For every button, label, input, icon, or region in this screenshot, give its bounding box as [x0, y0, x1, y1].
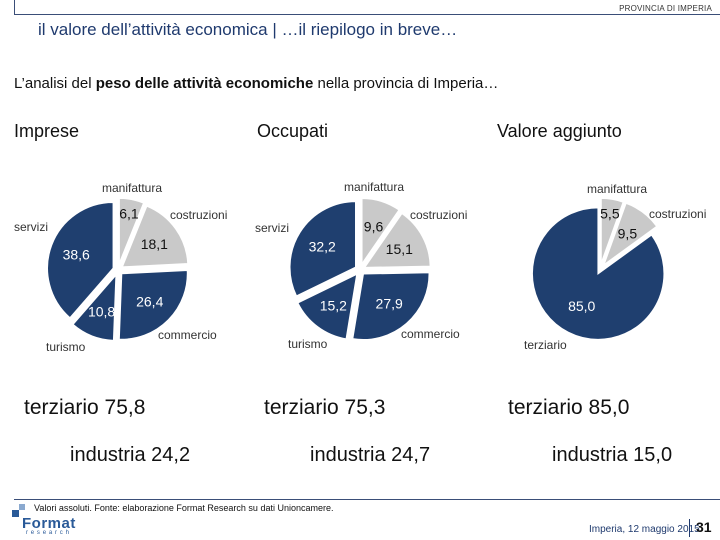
- page-separator: [689, 519, 690, 537]
- summary-industria-3: industria 15,0: [552, 444, 673, 466]
- summary-industria-2: industria 24,7: [310, 444, 431, 466]
- province-label: PROVINCIA DI IMPERIA: [619, 4, 712, 13]
- summary-industria-1: industria 24,2: [70, 444, 191, 466]
- cat-label-costruzioni-1: costruzioni: [170, 208, 228, 222]
- pie-slice-manifattura-2: [361, 197, 401, 267]
- page-number: 31: [696, 519, 712, 535]
- pie-value-label-manifattura-2: 9,6: [364, 218, 384, 234]
- pie-slice-turismo-1: [71, 272, 117, 342]
- pie-value-label-turismo-1: 10,8: [88, 303, 115, 319]
- cat-label-turismo-1: turismo: [46, 340, 86, 354]
- subtitle-before: L’analisi del: [14, 75, 96, 92]
- cat-label-terziario-3: terziario: [524, 338, 567, 352]
- pie-slice-costruzioni-3: [602, 202, 659, 268]
- header-vertical-rule: [14, 0, 15, 15]
- summary-terziario-1: terziario 75,8: [24, 396, 146, 419]
- footer-date: Imperia, 12 maggio 2015: [589, 524, 700, 535]
- pie-value-label-costruzioni-3: 9,5: [618, 226, 638, 242]
- subtitle: L’analisi del peso delle attività econom…: [14, 75, 498, 92]
- cat-label-manifattura-2: manifattura: [344, 180, 405, 194]
- footnote: Valori assoluti. Fonte: elaborazione For…: [34, 503, 334, 513]
- footer-rule: [14, 499, 720, 500]
- pie-slice-servizi-2: [289, 200, 357, 298]
- logo-subtitle: research: [26, 530, 72, 536]
- cat-label-commercio-2: commercio: [401, 327, 460, 341]
- pie-slice-costruzioni-2: [362, 212, 432, 269]
- chart-title-valore-aggiunto: Valore aggiunto: [497, 121, 622, 141]
- cat-label-servizi-2: servizi: [255, 221, 290, 235]
- summary-terziario-2: terziario 75,3: [264, 396, 386, 419]
- page-title: il valore dell’attività economica | …il …: [38, 20, 458, 39]
- pie-slice-servizi-1: [46, 201, 115, 320]
- pie-value-label-costruzioni-2: 15,1: [386, 241, 413, 257]
- pie-value-label-commercio-1: 26,4: [136, 293, 163, 309]
- logo-mark-icon: [12, 504, 25, 517]
- cat-label-costruzioni-2: costruzioni: [410, 208, 468, 222]
- logo: Format: [22, 515, 76, 532]
- pie-value-label-manifattura-1: 6,1: [119, 206, 139, 222]
- pie-value-label-costruzioni-1: 18,1: [141, 236, 168, 252]
- pie-slice-costruzioni-1: [120, 204, 189, 268]
- subtitle-after: nella provincia di Imperia…: [313, 75, 499, 92]
- cat-label-manifattura-3: manifattura: [587, 182, 648, 196]
- pie-slice-turismo-2: [296, 272, 358, 340]
- pie-slice-commercio-1: [118, 269, 189, 341]
- pie-slice-terziario-3: [531, 206, 665, 341]
- subtitle-bold: peso delle attività economiche: [95, 75, 314, 92]
- cat-label-turismo-2: turismo: [288, 337, 328, 351]
- pie-value-label-manifattura-3: 5,5: [600, 205, 620, 221]
- pie-value-label-servizi-2: 32,2: [309, 238, 336, 254]
- pie-value-label-commercio-2: 27,9: [376, 296, 403, 312]
- pie-value-label-terziario-3: 85,0: [568, 298, 595, 314]
- cat-label-manifattura-1: manifattura: [102, 181, 163, 195]
- chart-title-occupati: Occupati: [257, 121, 329, 141]
- pie-value-label-servizi-1: 38,6: [63, 246, 90, 262]
- cat-label-servizi-1: servizi: [14, 220, 49, 234]
- pie-slice-manifattura-1: [118, 197, 145, 265]
- summary-terziario-3: terziario 85,0: [508, 396, 630, 419]
- pie-slice-manifattura-3: [600, 197, 625, 265]
- pie-slice-commercio-2: [351, 271, 431, 341]
- header-rule: [14, 14, 720, 15]
- pie-value-label-turismo-2: 15,2: [320, 298, 347, 314]
- cat-label-costruzioni-3: costruzioni: [649, 207, 707, 221]
- chart-title-imprese: Imprese: [14, 121, 80, 141]
- cat-label-commercio-1: commercio: [158, 328, 217, 342]
